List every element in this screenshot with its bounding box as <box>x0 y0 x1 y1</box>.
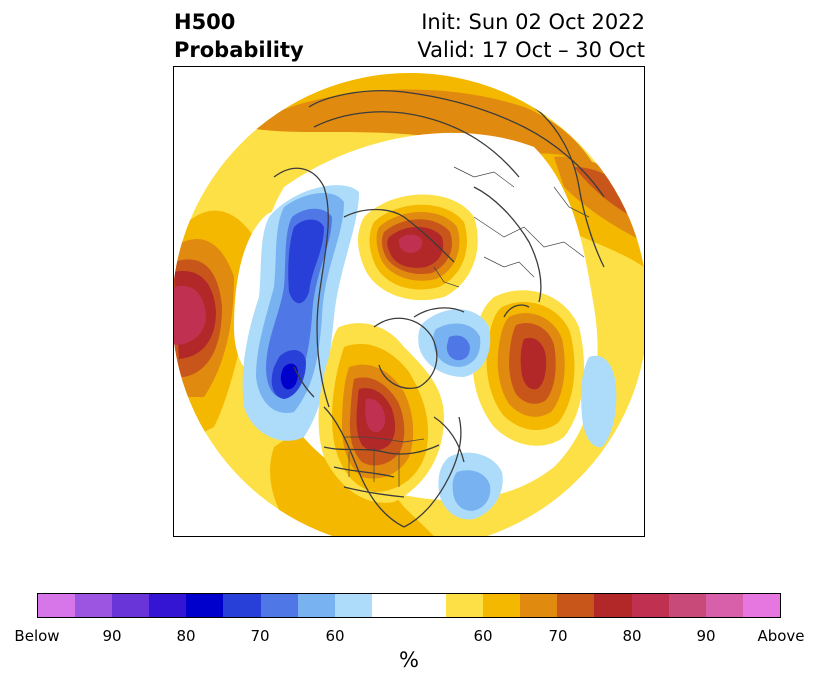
variable-title: H500 <box>174 10 236 34</box>
colorbar-label-below-70: 70 <box>250 627 270 645</box>
colorbar-label-below-80: 80 <box>176 627 196 645</box>
country-borders <box>344 166 590 487</box>
colorbar-segment <box>446 594 484 617</box>
colorbar-label-above-80: 80 <box>622 627 642 645</box>
siberia-positive <box>358 194 478 301</box>
north-america-positive <box>318 323 444 503</box>
colorbar-label-below-60: 60 <box>325 627 345 645</box>
title-right: Init: Sun 02 Oct 2022 Valid: 17 Oct – 30… <box>417 8 645 64</box>
colorbar-label-above: Above <box>757 627 805 645</box>
colorbar <box>37 593 781 618</box>
valid-range: Valid: 17 Oct – 30 Oct <box>417 38 645 62</box>
colorbar-segment <box>38 594 76 617</box>
probability-map <box>174 73 644 536</box>
colorbar-segment <box>149 594 187 617</box>
colorbar-segment <box>557 594 595 617</box>
map-panel <box>173 66 645 537</box>
colorbar-label-below: Below <box>14 627 60 645</box>
colorbar-segment <box>186 594 224 617</box>
title-left: H500 Probability <box>174 8 304 64</box>
colorbar-segment <box>75 594 113 617</box>
colorbar-label-above-70: 70 <box>548 627 568 645</box>
colorbar-label-above-60: 60 <box>473 627 493 645</box>
init-date: Init: Sun 02 Oct 2022 <box>421 10 645 34</box>
coastlines <box>273 90 605 528</box>
colorbar-label-below-90: 90 <box>102 627 122 645</box>
colorbar-label-above-90: 90 <box>696 627 716 645</box>
colorbar-segment <box>371 594 447 617</box>
atlantic-positive <box>472 290 584 446</box>
colorbar-segment <box>705 594 743 617</box>
east-pacific-negative <box>242 185 359 441</box>
colorbar-segment <box>742 594 780 617</box>
colorbar-segment <box>668 594 706 617</box>
colorbar-segment <box>594 594 632 617</box>
colorbar-segment <box>297 594 335 617</box>
colorbar-segment <box>520 594 558 617</box>
colorbar-unit: % <box>399 648 419 672</box>
colorbar-segment <box>260 594 298 617</box>
west-atlantic-negative <box>438 355 617 520</box>
product-title: Probability <box>174 38 304 62</box>
colorbar-segment <box>483 594 521 617</box>
colorbar-segment <box>112 594 150 617</box>
colorbar-segment <box>631 594 669 617</box>
colorbar-segment <box>223 594 261 617</box>
colorbar-segment <box>334 594 372 617</box>
